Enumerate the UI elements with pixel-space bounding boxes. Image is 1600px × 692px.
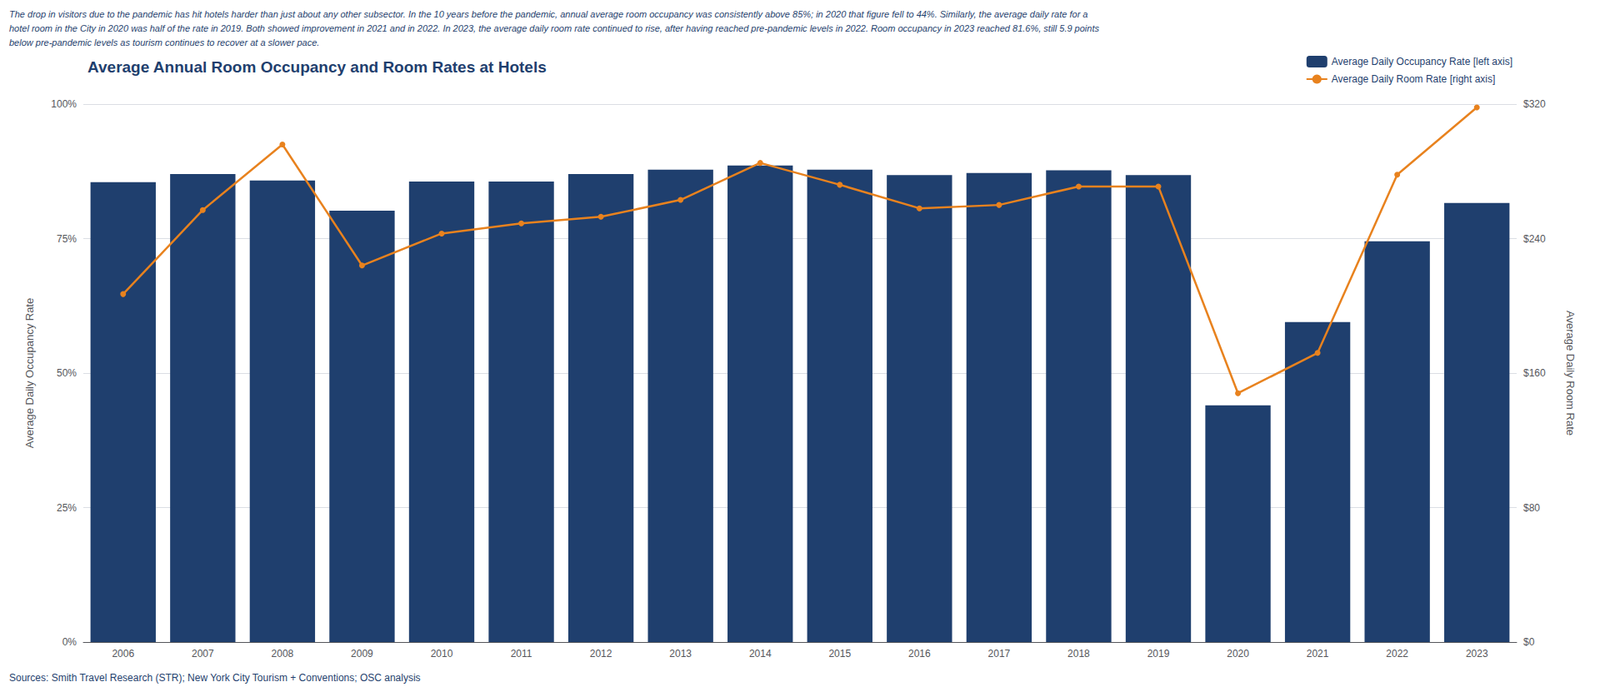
svg-text:$320: $320 [1523,98,1546,110]
svg-text:2008: 2008 [271,648,295,660]
svg-text:2023: 2023 [1465,648,1489,660]
svg-text:Average Daily Occupancy Rate [: Average Daily Occupancy Rate [left axis] [1331,55,1513,68]
svg-text:$160: $160 [1523,367,1546,380]
svg-text:2013: 2013 [669,648,692,660]
svg-text:The drop in visitors due to th: The drop in visitors due to the pandemic… [9,9,1088,20]
svg-text:2010: 2010 [430,648,454,660]
svg-text:2021: 2021 [1306,648,1330,660]
svg-text:2016: 2016 [908,648,931,660]
svg-text:Average Annual Room Occupancy: Average Annual Room Occupancy and Room R… [87,58,547,76]
svg-text:Average Daily Room Rate: Average Daily Room Rate [1564,310,1577,436]
svg-text:hotel room in the City in 2020: hotel room in the City in 2020 was half … [9,23,1100,34]
svg-text:2012: 2012 [590,648,613,660]
svg-text:2009: 2009 [350,648,374,660]
svg-text:$240: $240 [1523,233,1546,245]
svg-text:2011: 2011 [510,648,533,660]
svg-text:$0: $0 [1523,636,1535,649]
svg-text:Sources: Smith Travel Research: Sources: Smith Travel Research (STR); Ne… [9,672,421,685]
svg-text:2017: 2017 [988,648,1011,660]
svg-text:Average Daily Occupancy Rate: Average Daily Occupancy Rate [23,298,36,449]
svg-text:2007: 2007 [191,648,215,660]
svg-text:$80: $80 [1523,502,1540,515]
svg-text:2014: 2014 [749,648,772,660]
svg-text:25%: 25% [56,502,77,515]
svg-text:2020: 2020 [1226,648,1250,660]
svg-text:Average Daily Room Rate [right: Average Daily Room Rate [right axis] [1331,73,1496,85]
svg-text:2015: 2015 [828,648,851,660]
svg-text:100%: 100% [50,98,77,110]
svg-text:50%: 50% [56,367,77,380]
svg-text:below pre-pandemic levels as t: below pre-pandemic levels as tourism con… [9,37,320,48]
svg-text:0%: 0% [62,636,78,649]
svg-text:2022: 2022 [1385,648,1409,660]
svg-text:2019: 2019 [1147,648,1170,660]
svg-text:2006: 2006 [111,648,135,660]
svg-text:75%: 75% [56,233,77,245]
svg-text:2018: 2018 [1067,648,1090,660]
